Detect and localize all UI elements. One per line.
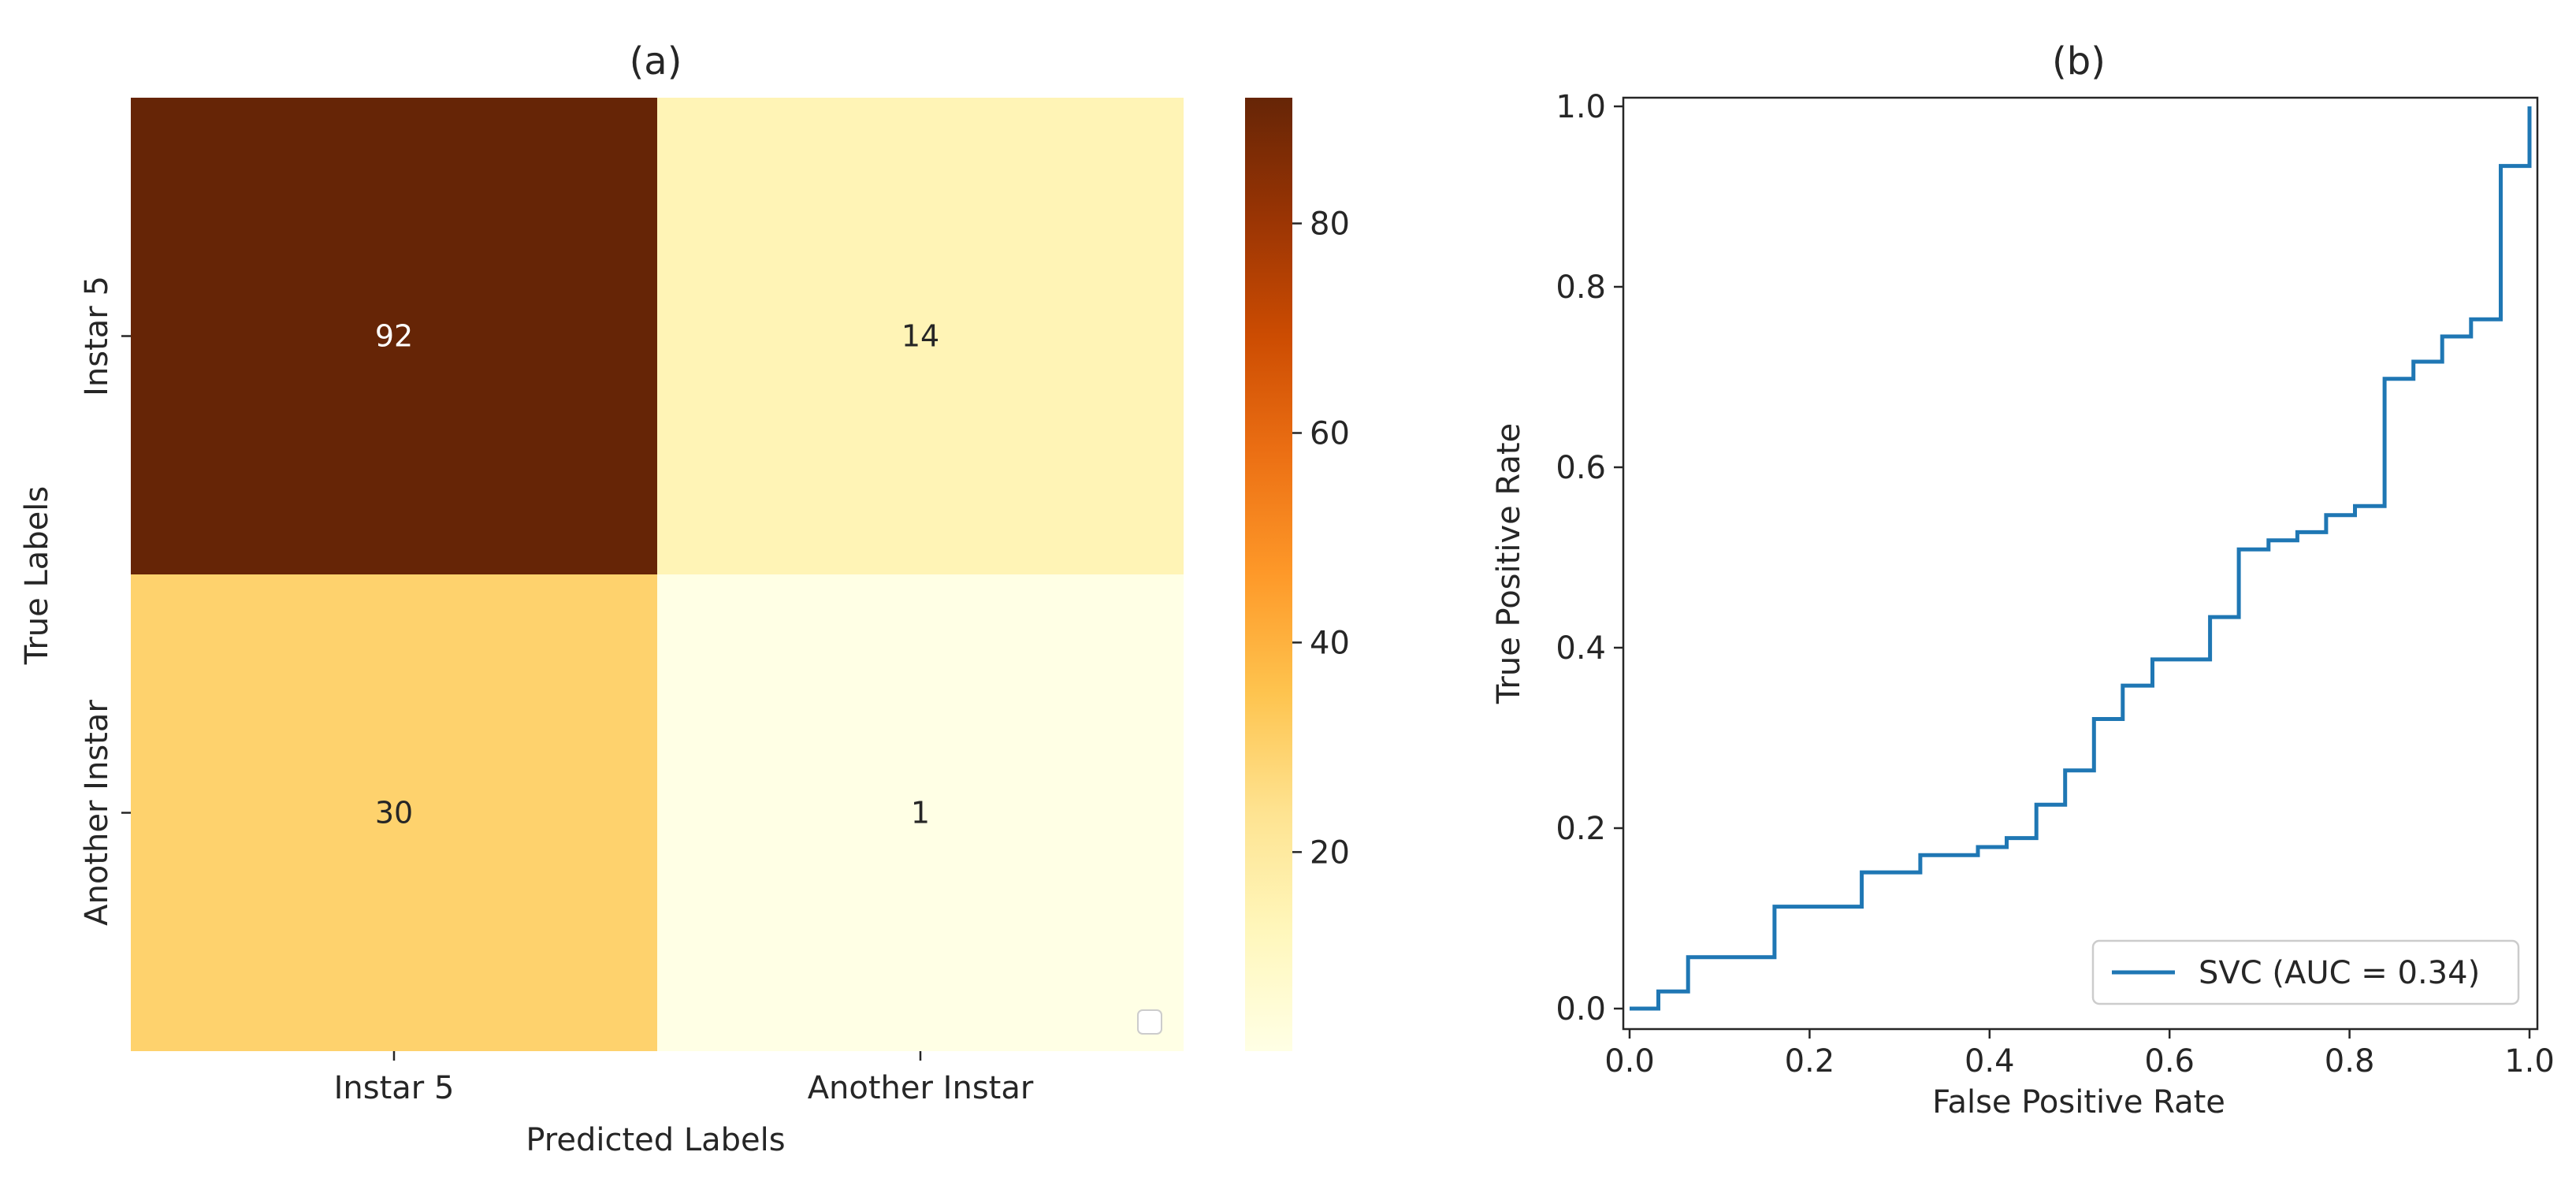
roc-plot-frame	[1622, 96, 2539, 1031]
roc-x-tick-label: 0.0	[1604, 1043, 1655, 1080]
roc-y-tick-label: 1.0	[1556, 89, 1606, 125]
roc-curve-svc	[1630, 106, 2532, 1011]
heatmap-y-tick-label: Instar 5	[79, 276, 115, 396]
roc-y-tick-label: 0.0	[1556, 991, 1606, 1027]
heatmap-x-axis-label: Predicted Labels	[526, 1122, 785, 1158]
roc-x-tick-label: 1.0	[2504, 1043, 2555, 1080]
roc-x-tick-label: 0.8	[2325, 1043, 2375, 1080]
heatmap-cell-value: 1	[911, 796, 930, 831]
roc-y-axis-label: True Positive Rate	[1491, 423, 1527, 704]
heatmap-cell-value: 30	[375, 796, 413, 831]
roc-y-tick-label: 0.4	[1556, 630, 1606, 667]
roc-y-tick-label: 0.8	[1556, 269, 1606, 306]
colorbar-gradient	[1245, 98, 1292, 1051]
heatmap-y-ticks: Instar 5 Another Instar	[79, 276, 131, 926]
heatmap-cell	[131, 98, 657, 574]
colorbar-tick-label: 40	[1310, 625, 1350, 661]
heatmap-x-ticks: Instar 5 Another Instar	[334, 1051, 1034, 1106]
heatmap-panel: (a) 92 14 30 1 Instar 5 Another Instar Insta…	[19, 39, 1184, 1158]
roc-y-ticks: 0.0 0.2 0.4 0.6 0.8 1.0	[1556, 89, 1623, 1027]
colorbar-tick-label: 20	[1310, 834, 1350, 871]
roc-legend-label: SVC (AUC = 0.34)	[2199, 955, 2480, 991]
roc-x-axis-label: False Positive Rate	[1932, 1084, 2225, 1120]
heatmap-cell	[131, 574, 657, 1051]
heatmap-cell-value: 92	[375, 319, 413, 354]
roc-y-tick-label: 0.6	[1556, 450, 1606, 486]
heatmap-y-axis-label: True Labels	[19, 486, 55, 665]
heatmap-x-tick-label: Instar 5	[334, 1070, 455, 1106]
heatmap-empty-legend	[1137, 1009, 1162, 1035]
roc-x-tick-label: 0.2	[1785, 1043, 1835, 1080]
heatmap-title: (a)	[630, 39, 682, 84]
colorbar: 20 40 60 80	[1245, 98, 1350, 1051]
roc-title: (b)	[2052, 39, 2106, 84]
roc-x-ticks: 0.0 0.2 0.4 0.6 0.8 1.0	[1604, 1029, 2555, 1080]
heatmap-cells: 92 14 30 1	[131, 98, 1184, 1051]
colorbar-ticks: 20 40 60 80	[1292, 206, 1350, 871]
heatmap-y-tick-label: Another Instar	[79, 700, 115, 926]
heatmap-cell	[657, 98, 1184, 574]
roc-legend-box	[2091, 939, 2520, 1005]
roc-panel: (b) 0.0 0.2 0.4 0.6 0.8 1.0 0.0 0.2 0.4 0.6 0.8 1.…	[1491, 39, 2555, 1120]
colorbar-tick-label: 60	[1310, 415, 1350, 452]
roc-x-tick-label: 0.6	[2144, 1043, 2195, 1080]
heatmap-cell-value: 14	[901, 319, 939, 354]
roc-legend: SVC (AUC = 0.34)	[2091, 939, 2520, 1005]
roc-y-tick-label: 0.2	[1556, 811, 1606, 847]
colorbar-tick-label: 80	[1310, 206, 1350, 243]
heatmap-cell	[657, 574, 1184, 1051]
roc-x-tick-label: 0.4	[1965, 1043, 2015, 1080]
heatmap-x-tick-label: Another Instar	[808, 1070, 1034, 1106]
